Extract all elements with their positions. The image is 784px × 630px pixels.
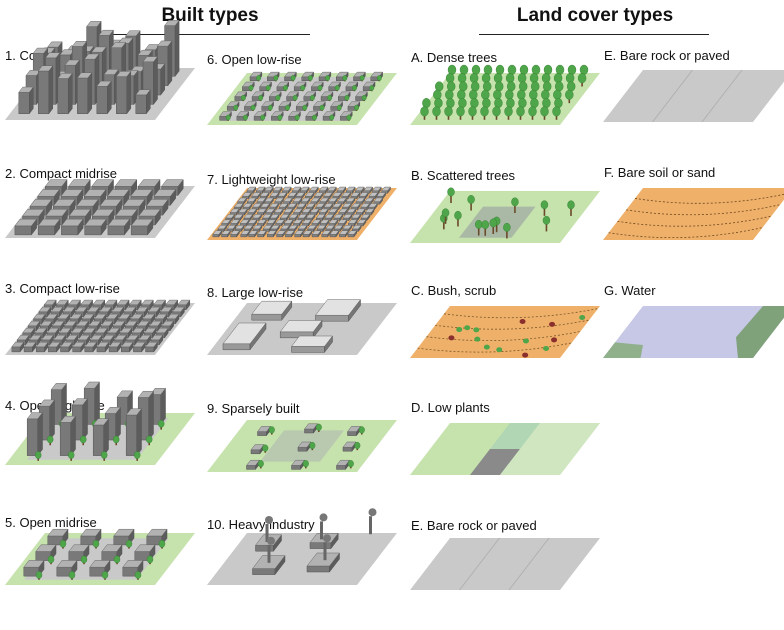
tile-lightweight-low-rise (207, 186, 397, 240)
label-built-9: 9. Sparsely built (207, 401, 300, 416)
label-land-a: A. Dense trees (411, 50, 497, 65)
label-built-8: 8. Large low-rise (207, 285, 304, 300)
tile-low-plants (410, 423, 600, 475)
tile-bare-rock-paved-top (603, 69, 784, 123)
land-cover-heading: Land cover types (516, 5, 674, 26)
label-land-d: D. Low plants (411, 400, 490, 415)
tile-scattered-trees (410, 187, 600, 243)
built-types-rule (105, 34, 310, 35)
label-land-e-bottom: E. Bare rock or paved (411, 518, 537, 533)
tile-heavy-industry (207, 508, 397, 585)
label-built-7: 7. Lightweight low-rise (207, 172, 336, 187)
tile-open-low-rise (207, 71, 397, 125)
label-built-3: 3. Compact low-rise (5, 281, 120, 296)
label-land-e-top: E. Bare rock or paved (604, 48, 730, 63)
tile-dense-trees (410, 64, 600, 125)
label-built-10: 10. Heavy industry (207, 517, 315, 532)
tile-bush-scrub (410, 306, 600, 358)
tile-compact-high-rise (5, 19, 195, 120)
tile-large-low-rise (207, 298, 397, 355)
label-land-b: B. Scattered trees (411, 168, 516, 183)
label-land-c: C. Bush, scrub (411, 283, 497, 298)
tile-compact-midrise (5, 178, 195, 238)
tile-open-midrise (5, 528, 195, 585)
tile-bare-soil-sand (603, 188, 784, 240)
tile-compact-low-rise (5, 299, 195, 355)
tile-bare-rock-paved-bottom (410, 537, 600, 591)
land-cover-rule (479, 34, 709, 35)
tile-water (603, 306, 784, 358)
label-land-g: G. Water (604, 283, 656, 298)
label-land-f: F. Bare soil or sand (604, 165, 716, 180)
tile-open-high-rise (5, 381, 195, 465)
tile-sparsely-built (207, 420, 397, 472)
label-built-5: 5. Open midrise (5, 515, 97, 530)
label-built-6: 6. Open low-rise (207, 52, 302, 67)
built-types-heading: Built types (161, 5, 259, 26)
label-built-2: 2. Compact midrise (5, 166, 117, 181)
